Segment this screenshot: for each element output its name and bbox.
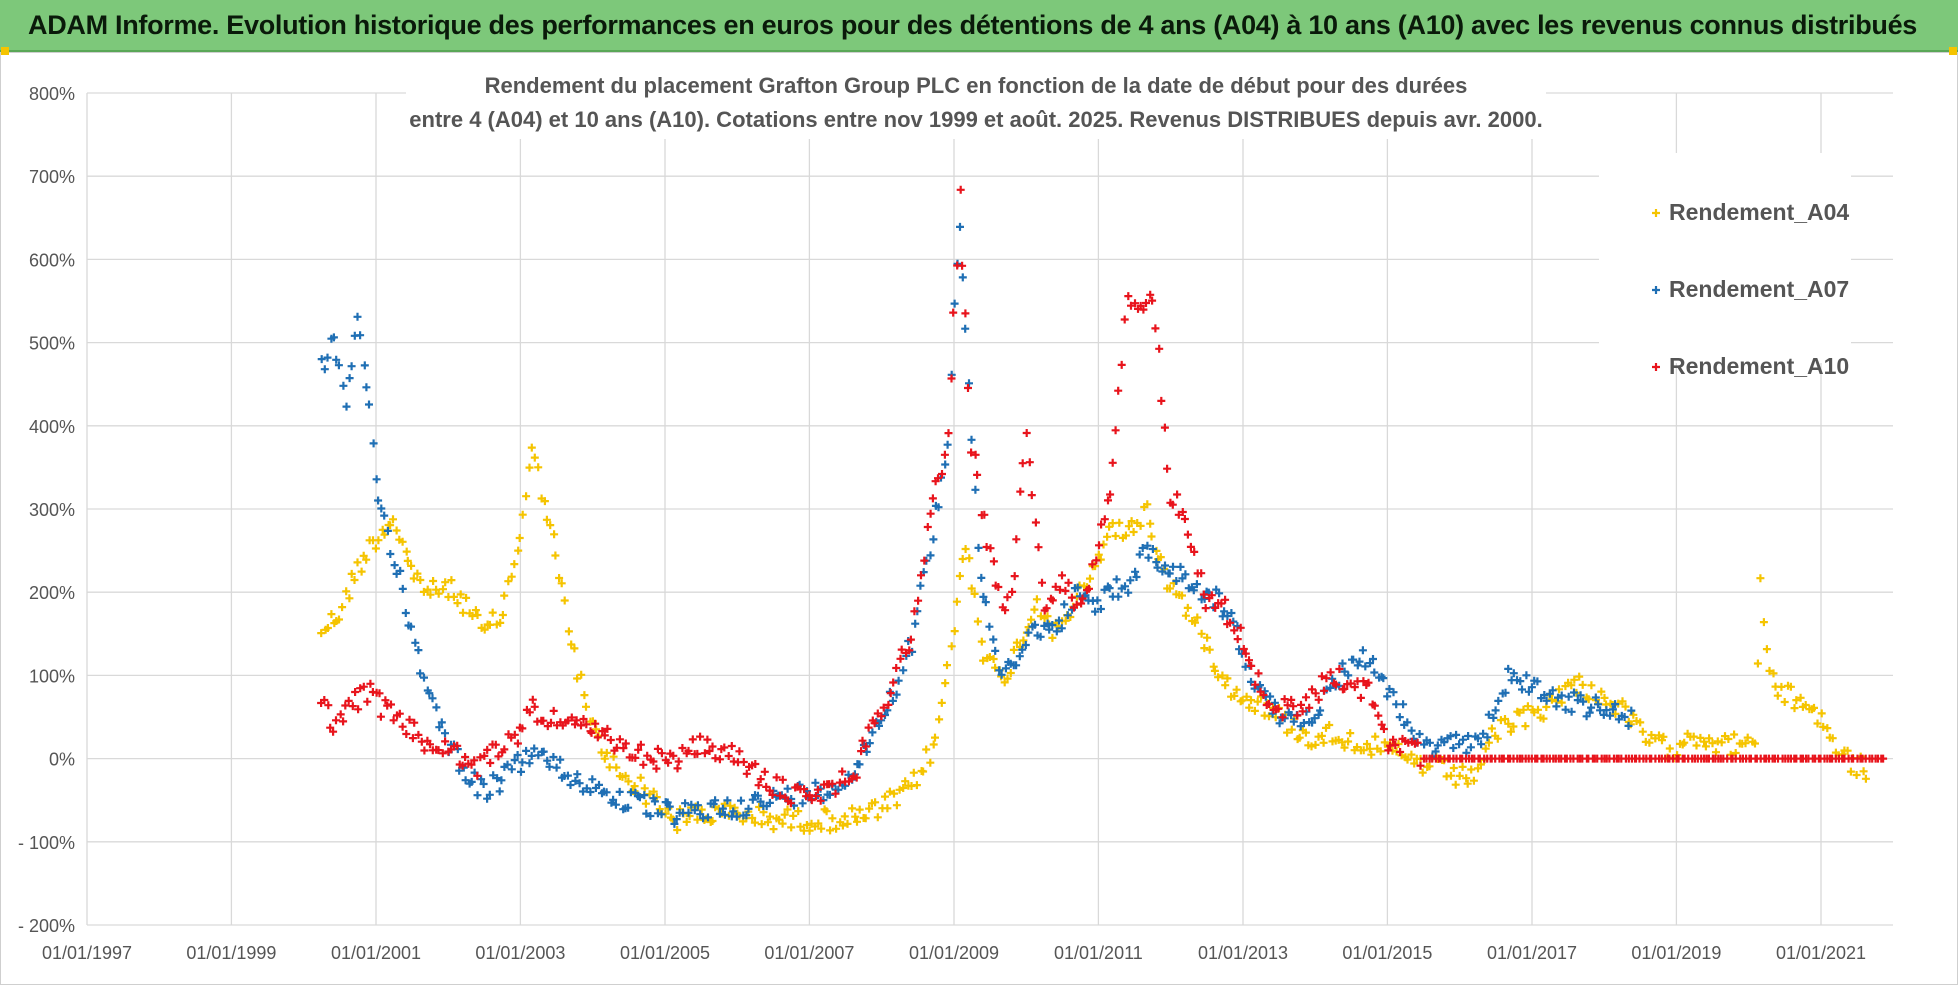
series-Rendement_A10 bbox=[317, 185, 1888, 808]
corner-marker bbox=[1949, 47, 1957, 55]
legend-label: Rendement_A10 bbox=[1669, 353, 1849, 379]
chart-title-line-1: Rendement du placement Grafton Group PLC… bbox=[485, 73, 1468, 98]
y-tick-label: 700% bbox=[29, 167, 75, 187]
x-tick-label: 01/01/2001 bbox=[331, 943, 421, 963]
legend-marker bbox=[1652, 209, 1660, 217]
chart-canvas: Rendement du placement Grafton Group PLC… bbox=[18, 61, 1893, 963]
x-tick-label: 01/01/2003 bbox=[475, 943, 565, 963]
x-tick-label: 01/01/2015 bbox=[1342, 943, 1432, 963]
y-tick-label: 300% bbox=[29, 500, 75, 520]
x-tick-label: 01/01/2019 bbox=[1631, 943, 1721, 963]
y-tick-label: 600% bbox=[29, 250, 75, 270]
series-Rendement_A07 bbox=[317, 222, 1636, 828]
series-points bbox=[317, 222, 1636, 828]
banner-title: ADAM Informe. Evolution historique des p… bbox=[28, 9, 1918, 40]
chart-title-background bbox=[406, 61, 1546, 139]
legend-background bbox=[1599, 153, 1851, 363]
y-tick-label: 0% bbox=[49, 750, 75, 770]
y-tick-label: - 200% bbox=[18, 916, 75, 936]
corner-marker bbox=[1, 47, 9, 55]
x-tick-label: 01/01/1999 bbox=[186, 943, 276, 963]
y-tick-label: - 100% bbox=[18, 833, 75, 853]
x-tick-label: 01/01/1997 bbox=[42, 943, 132, 963]
legend-marker bbox=[1652, 363, 1660, 371]
chart-frame: Rendement du placement Grafton Group PLC… bbox=[0, 47, 1958, 985]
series-Rendement_A04 bbox=[317, 443, 1870, 835]
y-tick-label: 500% bbox=[29, 334, 75, 354]
x-tick-label: 01/01/2011 bbox=[1054, 943, 1143, 963]
x-tick-label: 01/01/2017 bbox=[1487, 943, 1577, 963]
y-tick-label: 800% bbox=[29, 84, 75, 104]
header-banner: ADAM Informe. Evolution historique des p… bbox=[0, 0, 1958, 52]
data-points-layer bbox=[317, 185, 1888, 835]
chart-title-line-2: entre 4 (A04) et 10 ans (A10). Cotations… bbox=[409, 107, 1542, 132]
series-points bbox=[317, 443, 1870, 835]
legend-label: Rendement_A07 bbox=[1669, 276, 1849, 302]
series-points bbox=[317, 185, 1888, 808]
x-tick-label: 01/01/2021 bbox=[1776, 943, 1866, 963]
x-tick-label: 01/01/2005 bbox=[620, 943, 710, 963]
y-tick-label: 400% bbox=[29, 417, 75, 437]
x-tick-label: 01/01/2009 bbox=[909, 943, 999, 963]
y-tick-label: 200% bbox=[29, 583, 75, 603]
x-tick-label: 01/01/2007 bbox=[764, 943, 854, 963]
y-axis: - 200% - 100% 0% 100% 200% 300% 400% 500% 600% 70… bbox=[18, 84, 75, 936]
grid-layer bbox=[86, 92, 1893, 926]
x-tick-label: 01/01/2013 bbox=[1198, 943, 1288, 963]
legend-label: Rendement_A04 bbox=[1669, 199, 1849, 225]
x-axis: 01/01/1997 01/01/1999 01/01/2001 01/01/2003… bbox=[42, 943, 1866, 963]
legend-marker bbox=[1652, 286, 1660, 294]
y-tick-label: 100% bbox=[29, 666, 75, 686]
legend: Rendement_A04 Rendement_A07 Rendement_A10 bbox=[1599, 153, 1851, 379]
